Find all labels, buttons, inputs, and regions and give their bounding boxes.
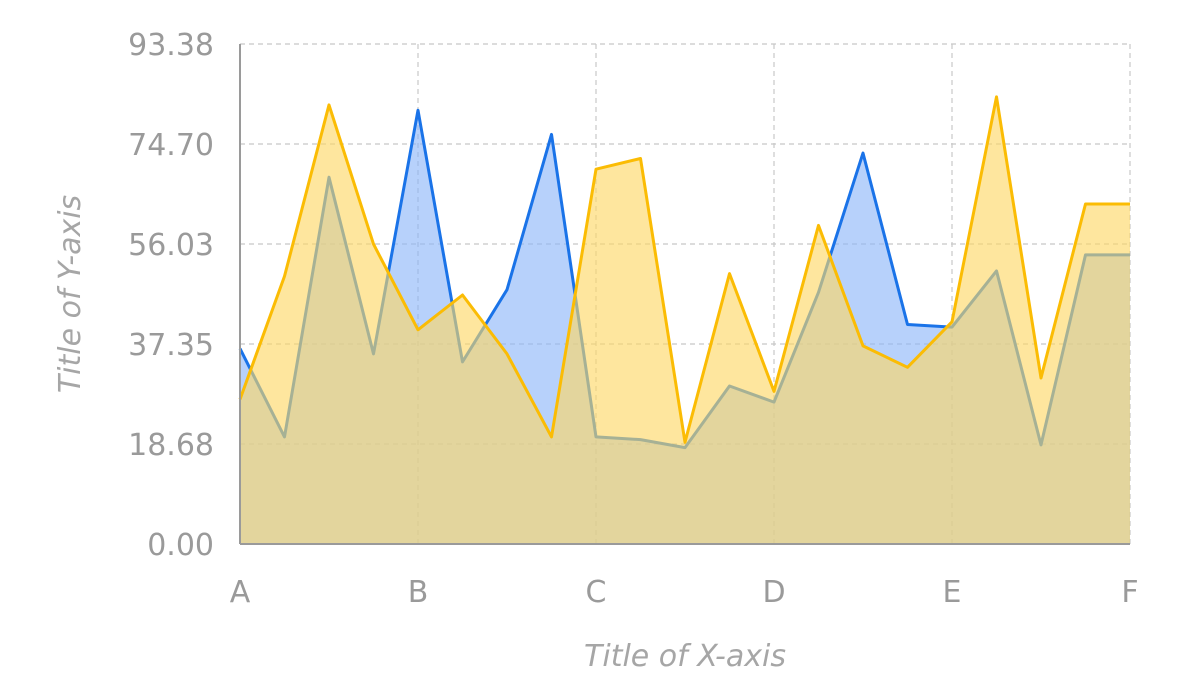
y-tick-label: 18.68 — [128, 428, 214, 463]
x-tick-label: E — [943, 575, 962, 610]
x-tick-label: C — [586, 575, 607, 610]
y-tick-label: 93.38 — [128, 28, 214, 63]
axis-layer — [239, 44, 1130, 545]
y-axis-title: Title of Y-axis — [53, 195, 88, 393]
series-layer — [238, 95, 1130, 545]
y-tick-label: 0.00 — [147, 528, 214, 563]
y-tick-label: 74.70 — [128, 128, 214, 163]
series-2-line — [238, 95, 1130, 444]
x-axis-title: Title of X-axis — [584, 639, 786, 674]
series-2-area — [240, 96, 1130, 545]
x-tick-label: F — [1121, 575, 1138, 610]
x-tick-label: A — [230, 575, 251, 610]
x-tick-label: D — [762, 575, 785, 610]
tick-layer: 0.00 18.68 37.35 56.03 74.70 93.38 A B C D E F — [128, 28, 1139, 610]
y-tick-label: 37.35 — [128, 328, 214, 363]
x-tick-label: B — [408, 575, 429, 610]
y-tick-label: 56.03 — [128, 228, 214, 263]
